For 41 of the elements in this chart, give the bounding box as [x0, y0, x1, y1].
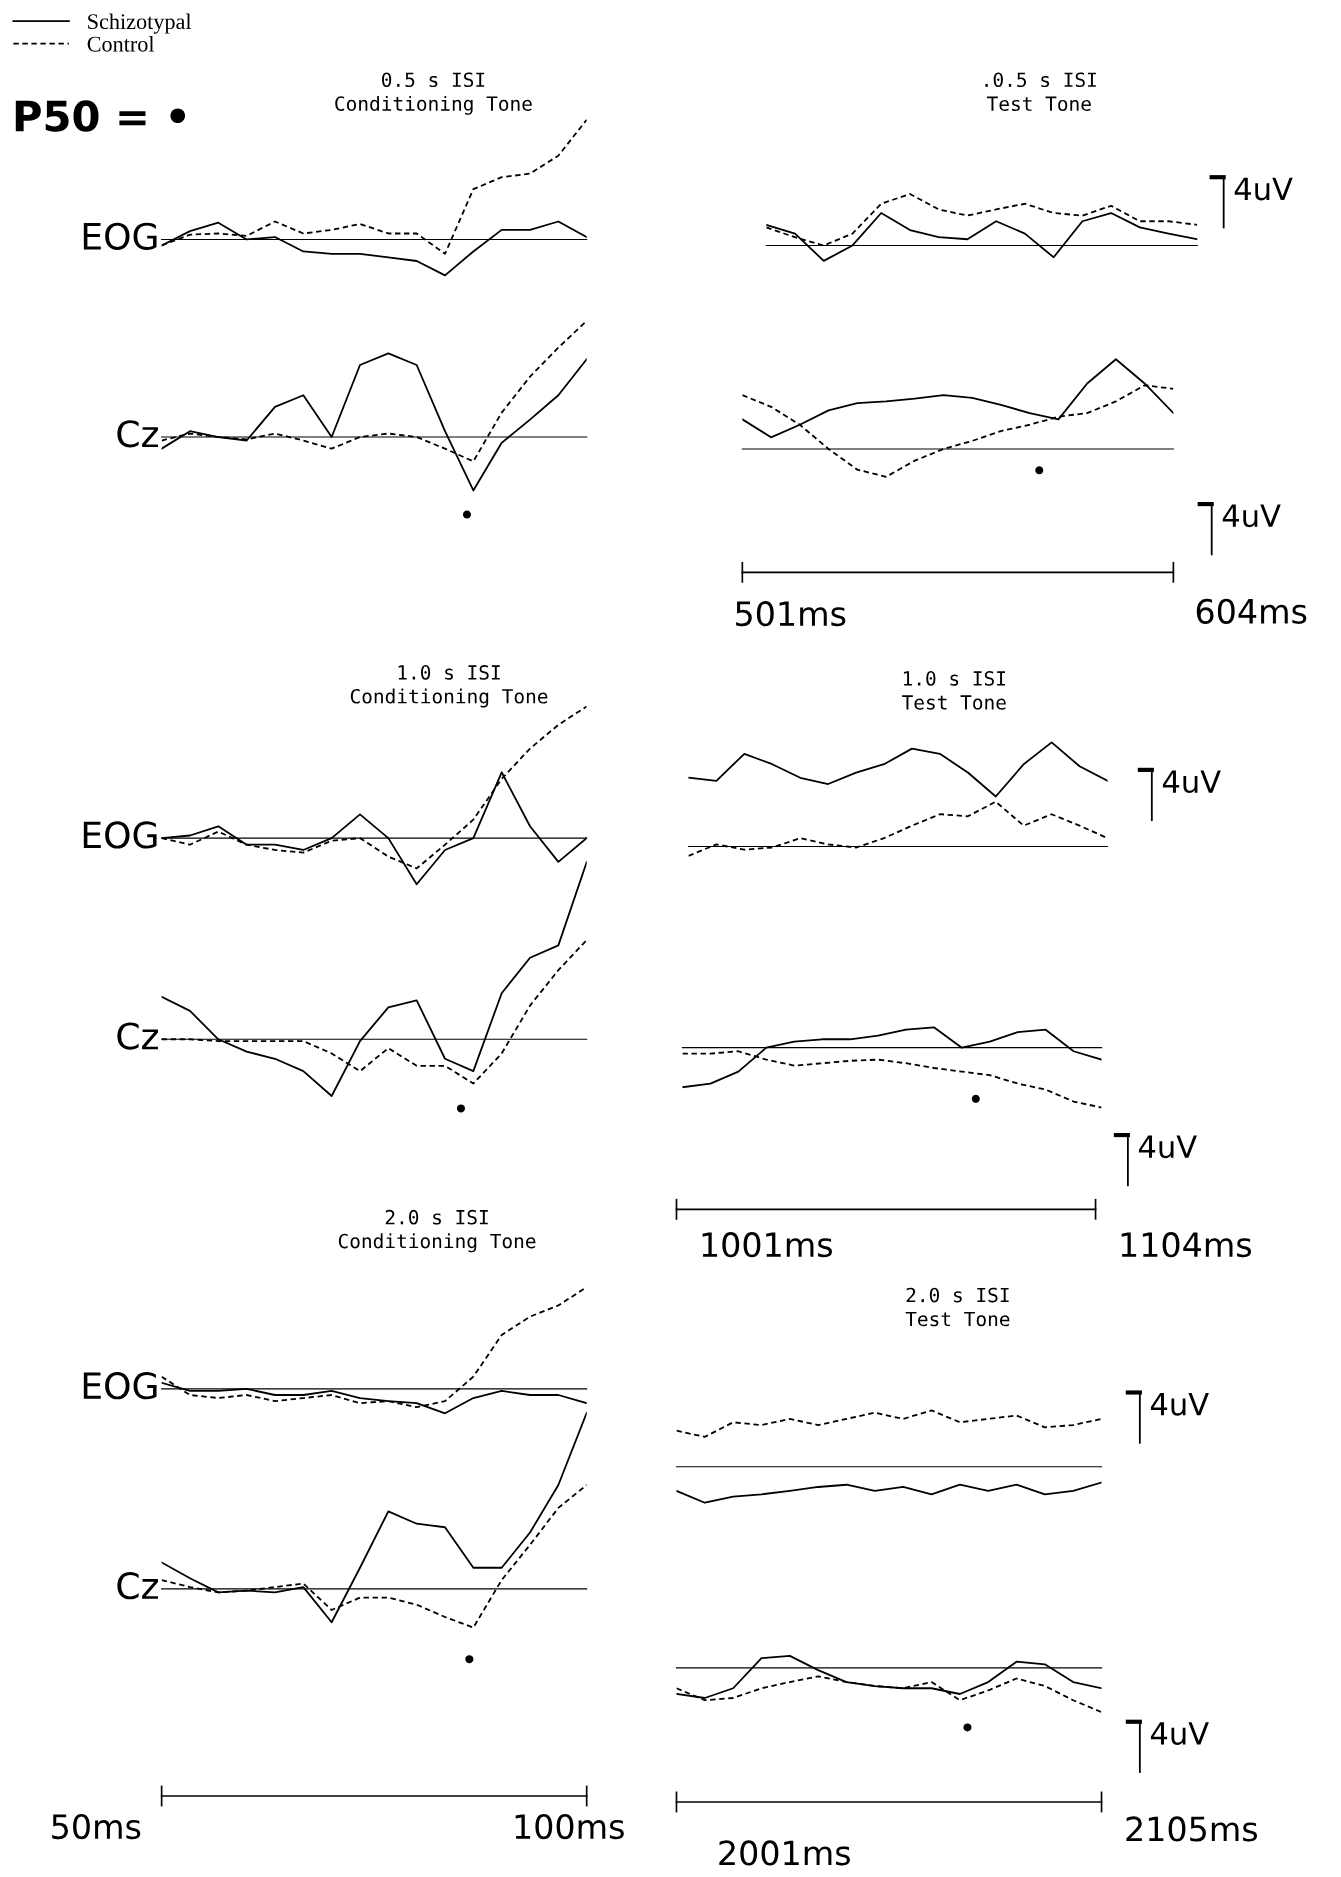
text: •: [963, 1723, 972, 1732]
annotation: P50 = •: [15, 100, 186, 132]
chart-subtitle: Conditioning Tone: [335, 95, 532, 115]
legend-label: Control: [87, 36, 155, 52]
text: 4uV: [1234, 177, 1293, 201]
legend-label: Schizotypal: [88, 13, 192, 34]
y-axis-title: Cz: [117, 1572, 158, 1600]
text: 50ms: [52, 1813, 141, 1840]
chart-subtitle: Test Tone: [902, 695, 1006, 710]
text: 1001ms: [702, 1232, 832, 1258]
text: •: [462, 510, 471, 519]
text: 1104ms: [1121, 1232, 1252, 1258]
chart-subtitle: Test Tone: [987, 96, 1091, 112]
annotation: •: [1035, 466, 1044, 475]
y-axis-title: Cz: [117, 1022, 158, 1050]
chart-title: 0.5 s ISI: [382, 72, 485, 88]
text: 4uV: [1222, 504, 1281, 528]
text: 501ms: [736, 601, 846, 627]
chart-title: 1.0 s ISI: [903, 671, 1006, 686]
chart-subtitle: Conditioning Tone: [350, 688, 548, 708]
chart-subtitle: Test Tone: [905, 1311, 1010, 1327]
text: 2001ms: [719, 1840, 850, 1866]
text: 4uV: [1162, 770, 1221, 794]
y-axis-title: Cz: [117, 420, 158, 448]
annotation: •: [971, 1094, 980, 1103]
chart-title: 2.0 s ISI: [906, 1287, 1009, 1303]
y-axis-title: EOG: [83, 1372, 157, 1400]
text: 2105ms: [1126, 1816, 1258, 1842]
y-axis-title: EOG: [83, 222, 157, 250]
chart-subtitle: Conditioning Tone: [338, 1233, 536, 1253]
text: 4uV: [1150, 1722, 1209, 1745]
y-axis-title: EOG: [83, 821, 157, 849]
text: 100ms: [515, 1813, 624, 1840]
chart-title: 2.0 s ISI: [385, 1209, 488, 1225]
text: 604ms: [1196, 598, 1307, 624]
text: •: [456, 1104, 465, 1113]
text: 4uV: [1138, 1135, 1197, 1159]
text: •: [465, 1655, 474, 1664]
text: 4uV: [1150, 1393, 1209, 1416]
chart-title: .0.5 s ISI: [985, 72, 1096, 88]
chart-title: 1.0 s ISI: [398, 665, 500, 680]
